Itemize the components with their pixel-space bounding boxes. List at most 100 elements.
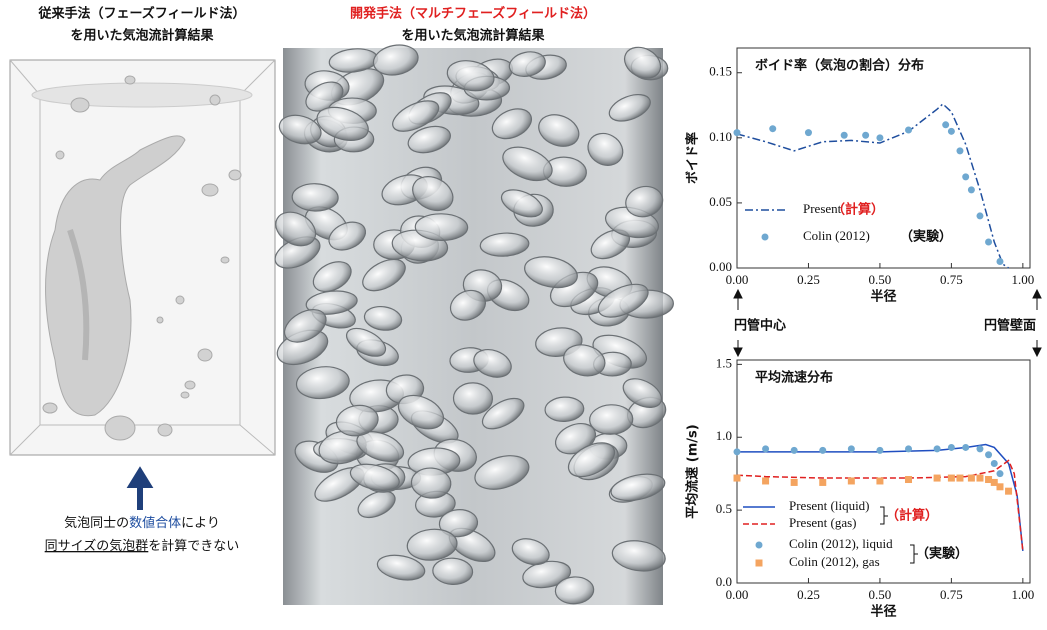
point — [819, 446, 827, 454]
point — [876, 477, 884, 485]
left-title: を用いた気泡流計算結果 — [70, 28, 213, 44]
point — [947, 474, 955, 482]
point — [985, 476, 993, 484]
bubble — [544, 396, 585, 423]
bubble — [356, 431, 405, 462]
x-tick-label: 1.00 — [1011, 272, 1034, 287]
legend-label: Present (liquid) — [789, 498, 870, 513]
legend-swatch — [755, 559, 763, 567]
caption-part: により — [181, 516, 220, 531]
plot-frame — [736, 47, 1031, 269]
bubble — [524, 256, 578, 289]
point — [804, 129, 812, 137]
bubble — [414, 213, 469, 242]
point — [840, 131, 848, 139]
point — [996, 257, 1004, 265]
y-tick-label: 0.0 — [716, 574, 732, 589]
series-line — [737, 443, 1024, 552]
point — [733, 448, 741, 456]
bubble — [362, 258, 406, 292]
point — [790, 478, 798, 486]
bubble — [567, 442, 616, 478]
arrows — [733, 288, 1042, 358]
legend-label: Colin (2012), gas — [789, 554, 880, 569]
bubble — [275, 211, 317, 247]
point — [942, 121, 950, 129]
bubble — [316, 106, 369, 141]
legend-label: Colin (2012), liquid — [789, 536, 893, 551]
y-axis-label: 平均流速 (m/s) — [685, 424, 701, 518]
chart-title: 平均流速分布 — [755, 370, 833, 386]
annotation: （計算） — [832, 202, 884, 218]
point — [762, 477, 770, 485]
caption-underlined: 同サイズの気泡群 — [45, 538, 149, 554]
bubble — [410, 467, 452, 499]
bubble — [623, 46, 662, 79]
point — [990, 459, 998, 467]
annotation: （実験） — [900, 229, 952, 245]
point — [967, 186, 975, 194]
point — [876, 134, 884, 142]
middle-title: 開発手法（マルチフェーズフィールド法） — [350, 6, 596, 22]
point — [956, 147, 964, 155]
bubble — [610, 473, 666, 502]
bubble — [491, 108, 533, 140]
point — [962, 173, 970, 181]
bubble — [349, 463, 400, 492]
bubble — [473, 349, 512, 378]
point — [733, 474, 741, 482]
bubble — [563, 344, 606, 377]
left-image — [9, 59, 276, 456]
x-axis-label: 半径 — [870, 604, 896, 620]
y-tick-label: 0.15 — [709, 64, 732, 79]
bubble — [278, 114, 322, 145]
point — [933, 474, 941, 482]
bubble — [283, 309, 327, 343]
bubble — [372, 44, 419, 76]
bubble — [479, 232, 530, 257]
bubble — [608, 94, 651, 122]
middle-image — [274, 44, 674, 605]
series-line — [736, 102, 1009, 269]
y-tick-label: 1.5 — [716, 355, 732, 370]
annotation: （計算） — [886, 508, 938, 524]
y-tick-label: 0.5 — [716, 501, 732, 516]
point — [905, 476, 913, 484]
bubble — [406, 528, 458, 561]
point — [847, 477, 855, 485]
y-tick-label: 1.0 — [716, 428, 732, 443]
point — [1005, 487, 1013, 495]
x-tick-label: 0.50 — [869, 272, 892, 287]
bubble — [538, 114, 580, 147]
up-arrow — [126, 466, 154, 510]
bubble — [438, 509, 479, 538]
bubble — [625, 185, 664, 218]
point — [985, 451, 993, 459]
point — [790, 446, 798, 454]
center-label: 円管中心 — [734, 318, 786, 334]
bubble — [357, 490, 396, 519]
left-caption: 気泡同士の数値合体により — [64, 515, 220, 531]
bubble — [397, 394, 445, 430]
plot-frame — [736, 359, 1031, 584]
bubble — [500, 189, 543, 218]
bubble — [589, 404, 634, 435]
bubble — [295, 366, 350, 400]
bubble — [622, 378, 663, 409]
x-axis-label: 半径 — [870, 289, 896, 305]
point — [976, 445, 984, 453]
point — [985, 238, 993, 246]
bubble — [511, 538, 550, 566]
point — [976, 474, 984, 482]
point — [962, 443, 970, 451]
bubble — [474, 455, 530, 490]
point — [769, 125, 777, 133]
x-tick-label: 0.25 — [797, 587, 820, 602]
bubble — [346, 327, 387, 357]
caption-part: を計算できない — [148, 538, 239, 554]
point — [876, 446, 884, 454]
x-tick-label: 1.00 — [1011, 587, 1034, 602]
bubble — [554, 576, 595, 605]
point — [762, 445, 770, 453]
